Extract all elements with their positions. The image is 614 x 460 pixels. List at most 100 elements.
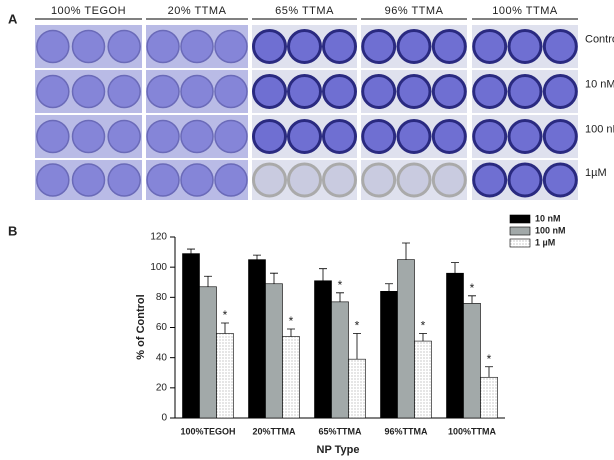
bar [248,259,266,419]
panel-label: B [8,223,17,238]
x-tick-label: 65%TTMA [318,426,362,436]
x-tick-label: 20%TTMA [252,426,296,436]
bar [265,283,283,419]
bar [463,303,481,419]
well [507,29,543,64]
error-bar [419,333,427,342]
column-header: 100% TEGOH [51,5,126,17]
well [36,29,70,64]
well [71,163,106,197]
well [71,119,106,154]
well [146,74,180,109]
well [396,119,432,154]
bar [480,376,498,419]
well [542,162,578,198]
well [472,162,508,198]
well [71,74,106,109]
error-bar [451,262,459,274]
well [252,29,287,64]
bar [331,301,349,419]
error-bar [204,275,212,287]
well [431,119,467,154]
x-axis-label: NP Type [317,444,360,456]
error-bar [385,283,393,292]
well [214,163,248,197]
error-bar [468,295,476,304]
well [322,74,357,109]
well [472,119,508,154]
significance-mark: * [223,308,228,322]
column-header: 20% TTMA [168,5,227,17]
error-bar [353,333,361,360]
well [542,74,578,109]
error-bar [485,366,493,378]
well [146,163,180,197]
well [107,29,141,64]
well [396,162,432,198]
row-label: 100 nM [585,123,614,135]
well [107,74,141,109]
bar [397,259,415,419]
well [507,74,543,109]
legend-label: 10 nM [535,213,561,223]
well [180,119,214,154]
bar [182,253,200,419]
error-bar [402,242,410,260]
error-bar [221,322,229,334]
legend-swatch [509,238,531,248]
well [146,119,180,154]
error-bar [287,328,295,337]
well [431,74,467,109]
significance-mark: * [421,319,426,333]
well [214,119,248,154]
row-label: 1µM [585,167,607,179]
error-bar [336,292,344,302]
well [507,119,543,154]
well [431,162,467,198]
legend-swatch [509,214,531,224]
error-bar [319,268,327,281]
row-label: 10 nM [585,78,614,90]
x-tick-label: 100%TTMA [448,426,497,436]
well [287,119,322,154]
well [396,29,432,64]
well [71,29,106,64]
well [252,119,287,154]
well [322,162,357,198]
bar [446,272,464,419]
column-header: 65% TTMA [275,5,334,17]
well [36,74,70,109]
well [361,119,397,154]
well [322,29,357,64]
significance-mark: * [289,314,294,328]
well [472,29,508,64]
bar [314,280,332,419]
well [214,29,248,64]
well [180,74,214,109]
bar [380,290,398,419]
error-bar [253,254,261,260]
y-tick-label: 80 [156,292,168,303]
bar [348,358,366,419]
significance-mark: * [338,278,343,292]
bar [282,336,300,419]
x-tick-label: 100%TEGOH [180,426,235,436]
legend-label: 100 nM [535,225,566,235]
y-tick-label: 120 [150,232,167,243]
well [107,119,141,154]
well [180,29,214,64]
error-bar [187,248,195,254]
significance-mark: * [470,281,475,295]
well [322,119,357,154]
well [214,74,248,109]
well [287,29,322,64]
significance-mark: * [487,352,492,366]
well [361,29,397,64]
well [146,29,180,64]
x-tick-label: 96%TTMA [384,426,428,436]
well [431,29,467,64]
bar [199,286,217,419]
well [361,162,397,198]
well [287,74,322,109]
